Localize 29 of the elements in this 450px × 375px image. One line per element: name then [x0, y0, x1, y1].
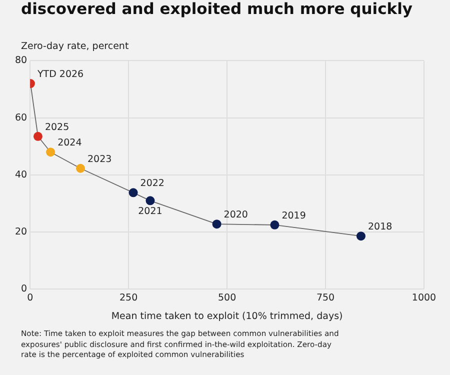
chart-title: discovered and exploited much more quickly — [21, 0, 413, 18]
annotation: 2025 — [44, 122, 70, 133]
annotation: 2020 — [224, 210, 248, 221]
annotation: YTD 2026 — [36, 69, 84, 80]
y-tick-label: 80 — [14, 55, 28, 66]
y-tick-label: 60 — [14, 112, 28, 124]
annotation: 2019 — [282, 210, 306, 222]
y-axis-title: Zero-day rate, percent — [21, 41, 129, 52]
point — [128, 188, 138, 198]
x-tick-label: 250 — [119, 292, 138, 304]
x-tick-label: 500 — [218, 292, 236, 304]
point — [356, 232, 366, 241]
point — [270, 220, 280, 230]
annotation: 2022 — [140, 178, 164, 190]
annotation: 2024 — [58, 138, 82, 149]
point — [33, 132, 42, 141]
annotation: 2018 — [368, 222, 392, 233]
x-tick-label: 1000 — [412, 292, 436, 304]
x-tick-label: 750 — [316, 292, 335, 304]
point — [76, 164, 86, 173]
annotation: 2021 — [138, 206, 162, 218]
y-tick-label: 20 — [14, 226, 28, 238]
point — [46, 148, 56, 157]
x-axis-title: Mean time taken to exploit (10% trimmed, days) — [111, 310, 343, 322]
annotation: 2023 — [88, 154, 112, 165]
point — [146, 196, 155, 206]
y-tick-label: 0 — [21, 284, 28, 295]
point — [212, 220, 222, 229]
y-tick-label: 40 — [14, 169, 28, 180]
